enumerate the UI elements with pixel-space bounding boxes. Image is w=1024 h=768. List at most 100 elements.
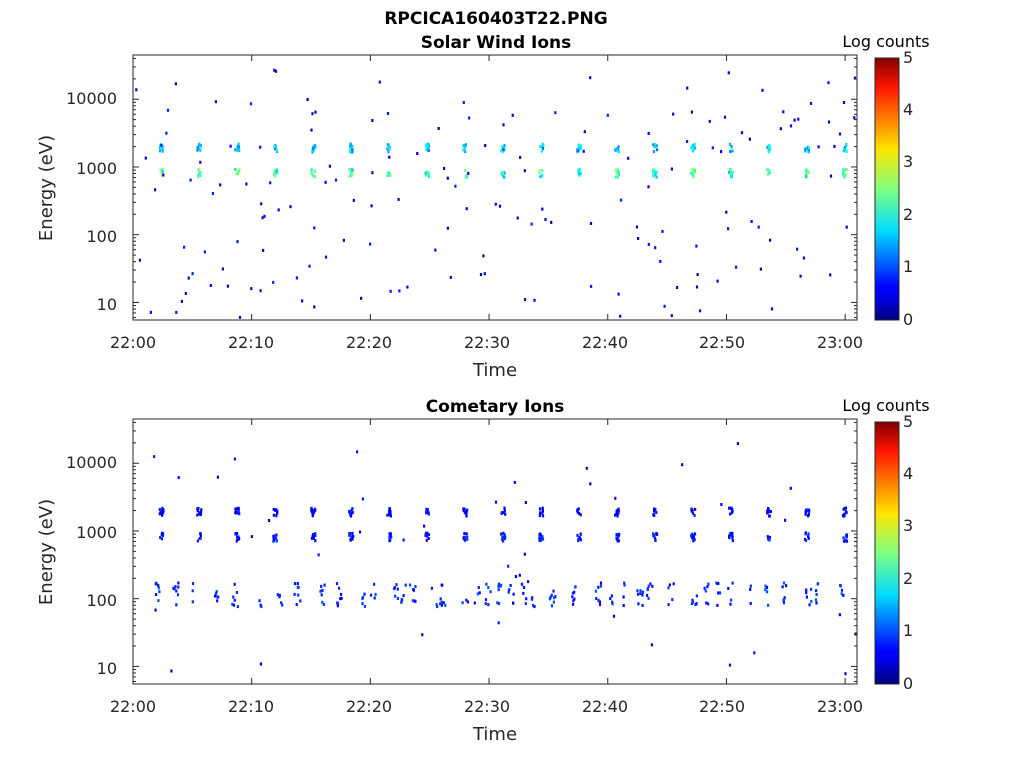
data-pixel	[731, 170, 734, 174]
data-pixel	[616, 513, 619, 517]
data-pixel	[349, 538, 352, 542]
data-pixel	[804, 147, 807, 151]
data-pixel	[693, 142, 696, 146]
data-pixel	[161, 147, 164, 151]
data-pixel	[749, 587, 752, 591]
data-pixel	[440, 603, 443, 607]
data-pixel	[198, 172, 201, 176]
data-pixel	[686, 86, 689, 90]
data-pixel	[464, 150, 467, 154]
data-pixel	[236, 535, 239, 539]
data-pixel	[162, 508, 165, 512]
data-pixel	[351, 168, 354, 172]
data-pixel	[336, 604, 339, 608]
data-pixel	[312, 146, 315, 150]
data-pixel	[236, 148, 240, 152]
data-pixel	[183, 245, 186, 249]
data-pixel	[637, 237, 640, 240]
data-pixel	[464, 175, 467, 179]
data-pixel	[389, 289, 392, 293]
data-pixel	[363, 592, 366, 596]
data-pixel	[805, 508, 808, 512]
data-pixel	[723, 115, 727, 119]
data-pixel	[196, 145, 199, 149]
data-pixel	[412, 588, 415, 592]
data-pixel	[154, 188, 157, 192]
data-pixel	[449, 275, 452, 279]
data-pixel	[616, 148, 619, 152]
data-pixel	[388, 513, 391, 517]
data-pixel	[524, 501, 527, 504]
data-pixel	[446, 226, 449, 230]
data-pixel	[387, 150, 390, 154]
data-pixel	[203, 250, 206, 254]
data-pixel	[541, 506, 544, 510]
data-pixel	[320, 593, 323, 597]
data-pixel	[351, 531, 354, 535]
data-pixel	[275, 508, 278, 512]
data-pixel	[731, 539, 734, 543]
data-pixel	[374, 592, 377, 596]
data-pixel	[260, 605, 263, 609]
data-pixel	[618, 532, 621, 536]
data-pixel	[573, 597, 576, 601]
data-pixel	[805, 591, 808, 595]
data-pixel	[499, 584, 502, 588]
data-pixel	[693, 532, 697, 536]
data-pixel	[153, 455, 156, 459]
data-pixel	[617, 534, 620, 538]
data-pixel	[229, 144, 232, 148]
data-pixel	[161, 144, 165, 148]
data-pixel	[402, 538, 405, 542]
data-pixel	[503, 506, 506, 510]
data-pixel	[497, 584, 500, 588]
data-pixel	[523, 298, 527, 302]
data-pixel	[162, 173, 165, 177]
data-pixel	[617, 292, 620, 296]
data-pixel	[249, 102, 253, 106]
data-pixel	[532, 603, 535, 607]
data-pixel	[443, 166, 446, 170]
data-pixel	[213, 594, 217, 598]
data-pixel	[690, 146, 693, 150]
data-pixel	[209, 284, 212, 287]
data-pixel	[173, 587, 176, 591]
data-pixel	[807, 145, 811, 149]
data-pixel	[597, 598, 600, 602]
data-pixel	[160, 172, 163, 176]
data-pixel	[497, 588, 500, 592]
data-pixel	[579, 533, 582, 537]
data-pixel	[237, 142, 240, 146]
data-pixel	[782, 601, 786, 605]
data-pixel	[177, 581, 180, 585]
data-pixel	[311, 149, 314, 153]
data-pixel	[427, 145, 430, 148]
data-pixel	[845, 535, 848, 539]
colorbar-tick: 4	[903, 464, 913, 483]
data-pixel	[175, 589, 178, 593]
data-pixel	[814, 598, 818, 602]
x-tick-label: 23:00	[817, 697, 863, 716]
data-pixel	[428, 171, 431, 175]
data-pixel	[807, 534, 810, 538]
data-pixel	[672, 582, 675, 586]
data-pixel	[395, 583, 398, 587]
data-pixel	[245, 182, 248, 186]
data-pixel	[749, 602, 752, 605]
data-pixel	[730, 175, 733, 179]
data-pixel	[730, 508, 734, 512]
data-pixel	[426, 534, 429, 538]
data-pixel	[351, 150, 354, 154]
data-pixel	[647, 242, 650, 246]
data-pixel	[541, 537, 545, 541]
data-pixel	[807, 171, 810, 174]
data-pixel	[599, 584, 603, 588]
y-tick-label: 1000	[76, 159, 117, 178]
data-pixel	[189, 178, 192, 182]
data-pixel	[577, 507, 580, 511]
data-pixel	[388, 510, 391, 514]
data-pixel	[843, 169, 846, 173]
data-pixel	[750, 220, 753, 223]
data-pixel	[611, 602, 614, 606]
data-pixel	[342, 238, 345, 242]
